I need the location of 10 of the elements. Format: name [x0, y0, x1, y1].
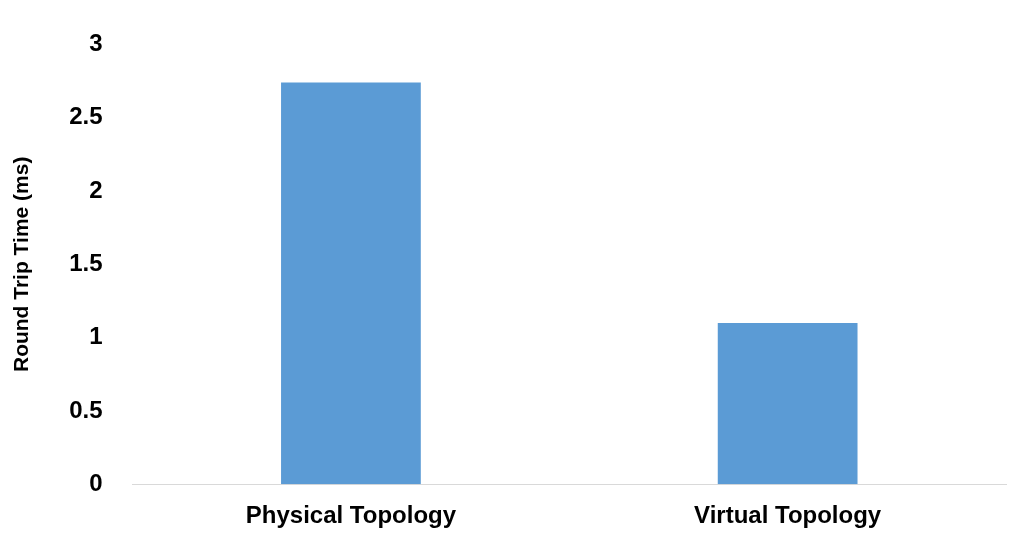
y-axis-title: Round Trip Time (ms) [9, 156, 33, 373]
y-tick-label: 1.5 [69, 248, 103, 276]
y-tick-label: 3 [89, 29, 103, 57]
x-tick-label: Physical Topology [245, 501, 457, 529]
y-tick-label: 1 [89, 322, 103, 350]
y-tick-label: 2.5 [69, 102, 103, 130]
x-tick-label: Virtual Topology [694, 501, 882, 529]
y-tick-label: 0 [89, 468, 103, 496]
y-tick-label: 2 [89, 175, 103, 203]
y-tick-label: 0.5 [69, 395, 103, 423]
